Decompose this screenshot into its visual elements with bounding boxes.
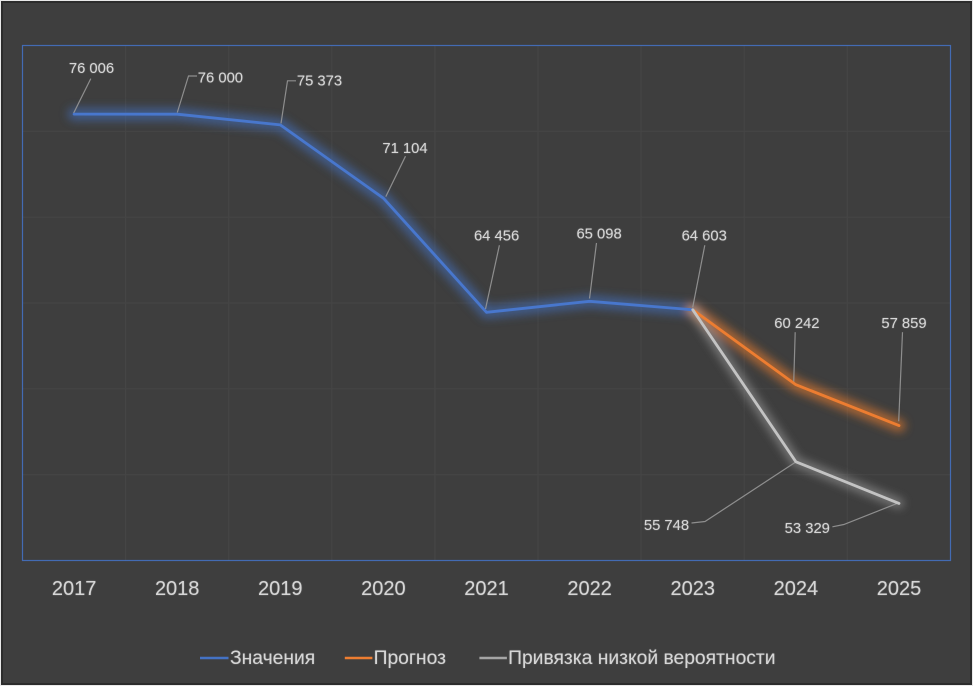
svg-text:65 098: 65 098 xyxy=(576,227,621,243)
svg-text:2019: 2019 xyxy=(258,578,303,600)
svg-text:71 104: 71 104 xyxy=(382,141,427,157)
svg-text:64 456: 64 456 xyxy=(474,229,519,245)
svg-text:53 329: 53 329 xyxy=(785,521,830,537)
svg-text:76 006: 76 006 xyxy=(69,61,114,77)
svg-text:2018: 2018 xyxy=(155,578,200,600)
svg-text:60 242: 60 242 xyxy=(774,316,819,332)
svg-text:Прогноз: Прогноз xyxy=(374,648,446,669)
svg-text:2017: 2017 xyxy=(52,578,97,600)
svg-text:2021: 2021 xyxy=(464,578,509,600)
svg-text:75 373: 75 373 xyxy=(297,74,342,90)
svg-text:2025: 2025 xyxy=(877,578,922,600)
svg-text:2023: 2023 xyxy=(671,578,716,600)
svg-text:76 000: 76 000 xyxy=(198,70,243,86)
svg-text:57 859: 57 859 xyxy=(881,316,926,332)
svg-text:2022: 2022 xyxy=(567,578,612,600)
svg-text:Значения: Значения xyxy=(230,648,315,669)
svg-text:64 603: 64 603 xyxy=(682,229,727,245)
svg-text:2020: 2020 xyxy=(361,578,406,600)
svg-text:55 748: 55 748 xyxy=(644,518,689,534)
svg-text:Привязка низкой вероятности: Привязка низкой вероятности xyxy=(508,648,775,669)
svg-text:2024: 2024 xyxy=(774,578,819,600)
